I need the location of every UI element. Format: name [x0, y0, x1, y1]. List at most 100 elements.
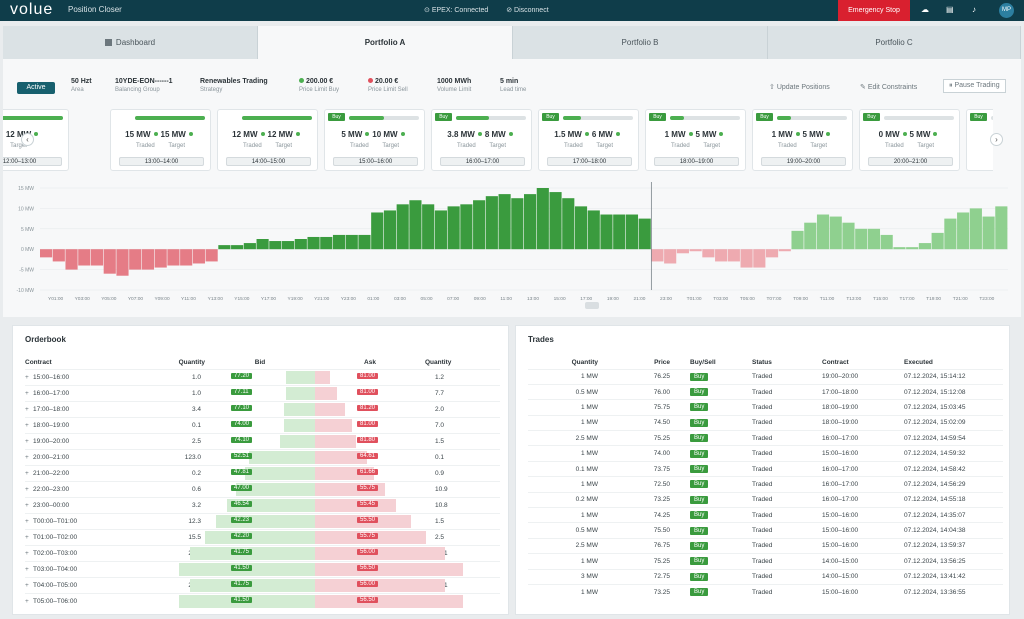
bid-cell[interactable]: 46.54 — [205, 496, 315, 513]
table-row[interactable]: 0.5 MW 75.50 Buy Traded 15:00–16:00 07.12.202… — [528, 522, 1003, 539]
scroll-handle[interactable] — [585, 302, 599, 309]
table-row[interactable]: 0.2 MW 73.25 Buy Traded 16:00–17:00 07.12.202… — [528, 491, 1003, 508]
table-row[interactable]: 1 MW 75.75 Buy Traded 18:00–19:00 07.12.2024,… — [528, 399, 1003, 416]
ask-price[interactable]: 55.75 — [357, 532, 379, 539]
ask-cell[interactable]: 56.50 — [315, 560, 463, 577]
ask-cell[interactable]: 81.20 — [315, 400, 425, 417]
ask-price[interactable]: 56.50 — [357, 596, 379, 603]
bid-price[interactable]: 52.51 — [231, 452, 253, 459]
bid-price[interactable]: 41.50 — [231, 564, 253, 571]
bid-cell[interactable]: 74.10 — [205, 432, 315, 449]
bid-cell[interactable]: 52.51 — [205, 448, 315, 465]
contract-card[interactable]: Buy 1.5 MW 6 MW Traded Target 17:00–18:00 — [538, 109, 639, 171]
bid-cell[interactable]: 77.10 — [205, 400, 315, 417]
bid-price[interactable]: 41.75 — [231, 580, 253, 587]
table-row[interactable]: +15:00–16:00 1.0 77.20 81.00 1.2 — [25, 368, 500, 385]
contract-card[interactable]: 15 MW 15 MW Traded Target 13:00–14:00 — [110, 109, 211, 171]
scroll-left-button[interactable]: ‹ — [21, 133, 34, 146]
expand-icon[interactable]: + — [25, 485, 29, 493]
ask-price[interactable]: 81.20 — [357, 404, 379, 411]
ask-cell[interactable]: 61.66 — [315, 464, 425, 481]
expand-icon[interactable]: + — [25, 533, 29, 541]
contract-card[interactable]: Buy 5 MW 10 MW Traded Target 15:00–16:00 — [324, 109, 425, 171]
tab-portfolio-b[interactable]: Portfolio B — [513, 26, 768, 59]
bid-cell[interactable]: 41.75 — [189, 544, 315, 561]
bid-price[interactable]: 42.23 — [231, 516, 253, 523]
ask-price[interactable]: 81.00 — [357, 420, 379, 427]
contract-card[interactable]: Buy 1 MW 5 MW Traded Target 18:00–19:00 — [645, 109, 746, 171]
table-row[interactable]: +18:00–19:00 0.1 74.00 81.00 7.0 — [25, 416, 500, 433]
ask-cell[interactable]: 56.50 — [315, 592, 463, 609]
avatar[interactable]: MP — [999, 3, 1014, 18]
contract-card[interactable]: Buy 3.8 MW 8 MW Traded Target 16:00–17:00 — [431, 109, 532, 171]
tab-dashboard[interactable]: Dashboard — [3, 26, 258, 59]
table-row[interactable]: 1 MW 74.50 Buy Traded 18:00–19:00 07.12.2024,… — [528, 414, 1003, 431]
bid-price[interactable]: 47.00 — [231, 484, 253, 491]
ask-cell[interactable]: 55.75 — [315, 528, 426, 545]
expand-icon[interactable]: + — [25, 389, 29, 397]
table-row[interactable]: 2.5 MW 76.75 Buy Traded 15:00–16:00 07.12.202… — [528, 537, 1003, 554]
table-row[interactable]: +17:00–18:00 3.4 77.10 81.20 2.0 — [25, 400, 500, 417]
bid-price[interactable]: 41.50 — [231, 596, 253, 603]
bid-cell[interactable]: 77.20 — [205, 368, 315, 385]
ask-cell[interactable]: 56.00 — [315, 576, 445, 593]
table-row[interactable]: 1 MW 75.25 Buy Traded 14:00–15:00 07.12.2024,… — [528, 553, 1003, 570]
contract-card[interactable]: Buy 1 MW 5 MW Traded Target 19:00–20:00 — [752, 109, 853, 171]
ask-cell[interactable]: 64.61 — [315, 448, 425, 465]
pause-trading-button[interactable]: ⏸ Pause Trading — [943, 79, 1006, 93]
expand-icon[interactable]: + — [25, 373, 29, 381]
ask-cell[interactable]: 81.00 — [315, 368, 425, 385]
bid-price[interactable]: 42.20 — [231, 532, 253, 539]
contract-card[interactable]: 12 MW 12 MW Traded Target 14:00–15:00 — [217, 109, 318, 171]
table-row[interactable]: 1 MW 72.50 Buy Traded 16:00–17:00 07.12.2024,… — [528, 476, 1003, 493]
table-row[interactable]: 1 MW 74.00 Buy Traded 15:00–16:00 07.12.2024,… — [528, 445, 1003, 462]
document-icon[interactable]: ▤ — [946, 5, 954, 14]
cloud-icon[interactable]: ☁ — [921, 5, 929, 14]
bid-cell[interactable]: 42.23 — [205, 512, 315, 529]
table-row[interactable]: 2.5 MW 75.25 Buy Traded 16:00–17:00 07.12.202… — [528, 430, 1003, 446]
contract-card[interactable]: 12 MW Target 12:00–13:00 — [3, 109, 69, 171]
bid-cell[interactable]: 41.50 — [178, 592, 315, 609]
bell-icon[interactable]: ♪ — [972, 5, 976, 14]
bid-cell[interactable]: 74.00 — [205, 416, 315, 433]
table-row[interactable]: +19:00–20:00 2.5 74.10 81.80 1.5 — [25, 432, 500, 449]
table-row[interactable]: 1 MW 76.25 Buy Traded 19:00–20:00 07.12.2024,… — [528, 368, 1003, 385]
bid-price[interactable]: 77.10 — [231, 404, 253, 411]
expand-icon[interactable]: + — [25, 597, 29, 605]
ask-price[interactable]: 56.00 — [357, 548, 379, 555]
edit-constraints-button[interactable]: ✎ Edit Constraints — [860, 84, 918, 91]
table-row[interactable]: +22:00–23:00 0.6 47.00 55.75 10.9 — [25, 480, 500, 497]
ask-price[interactable]: 81.00 — [357, 388, 379, 395]
ask-price[interactable]: 61.66 — [357, 468, 379, 475]
table-row[interactable]: +16:00–17:00 1.0 77.11 81.00 7.7 — [25, 384, 500, 401]
bid-cell[interactable]: 41.75 — [189, 576, 315, 593]
table-row[interactable]: + T00:00–T01:00 12.3 42.23 55.50 1.5 — [25, 512, 500, 529]
contract-card[interactable]: Buy 0 MW 5 MW Traded Target 20:00–21:00 — [859, 109, 960, 171]
table-row[interactable]: + T01:00–T02:00 15.5 42.20 55.75 2.5 — [25, 528, 500, 545]
bid-cell[interactable]: 47.00 — [205, 480, 315, 497]
ask-cell[interactable]: 55.75 — [315, 480, 425, 497]
ask-cell[interactable]: 81.00 — [315, 416, 425, 433]
bid-price[interactable]: 47.81 — [231, 468, 253, 475]
expand-icon[interactable]: + — [25, 565, 29, 573]
expand-icon[interactable]: + — [25, 549, 29, 557]
expand-icon[interactable]: + — [25, 469, 29, 477]
ask-price[interactable]: 56.50 — [357, 564, 379, 571]
tab-portfolio-a[interactable]: Portfolio A — [258, 26, 513, 59]
bid-price[interactable]: 77.20 — [231, 372, 253, 379]
table-row[interactable]: 1 MW 73.25 Buy Traded 15:00–16:00 07.12.2024,… — [528, 583, 1003, 600]
ask-cell[interactable]: 81.80 — [315, 432, 425, 449]
bid-cell[interactable]: 47.81 — [205, 464, 315, 481]
bid-price[interactable]: 77.11 — [231, 388, 252, 395]
expand-icon[interactable]: + — [25, 501, 29, 509]
expand-icon[interactable]: + — [25, 437, 29, 445]
bid-cell[interactable]: 77.11 — [205, 384, 315, 401]
table-row[interactable]: 0.1 MW 73.75 Buy Traded 16:00–17:00 07.12.202… — [528, 460, 1003, 477]
ask-cell[interactable]: 55.45 — [315, 496, 425, 513]
table-row[interactable]: 1 MW 74.25 Buy Traded 15:00–16:00 07.12.2024,… — [528, 507, 1003, 523]
ask-price[interactable]: 55.75 — [357, 484, 379, 491]
ask-price[interactable]: 81.00 — [357, 372, 379, 379]
